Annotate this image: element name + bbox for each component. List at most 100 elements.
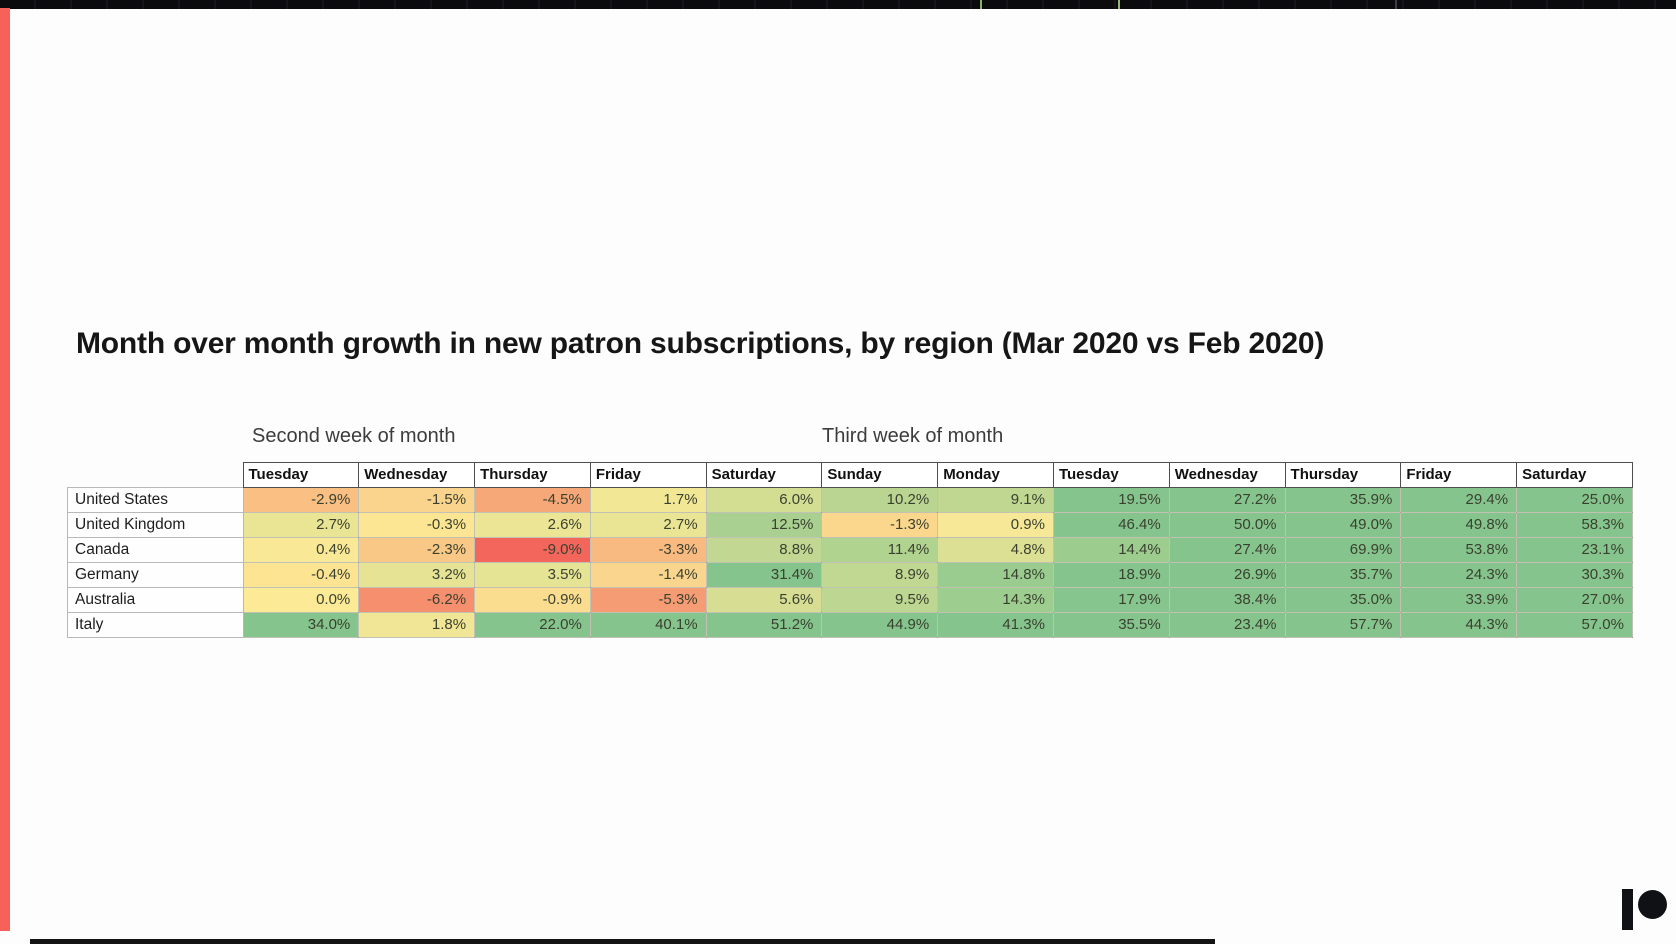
row-label: Italy <box>67 611 244 638</box>
filmstrip-tick <box>1395 0 1397 9</box>
heatmap-cell: 2.7% <box>242 511 360 538</box>
row-label: Australia <box>67 586 244 613</box>
heatmap-cell: 5.6% <box>705 586 823 613</box>
heatmap-cell: 0.0% <box>242 586 360 613</box>
col-header-tuesday: Tuesday <box>242 462 360 488</box>
table-row: Australia 0.0% -6.2% -0.9% -5.3% 5.6% 9.5% 14.3… <box>67 586 1633 613</box>
heatmap-cell: 35.5% <box>1052 611 1170 638</box>
heatmap-cell: 46.4% <box>1052 511 1170 538</box>
patreon-logo-circle <box>1638 890 1667 919</box>
table-row: Italy 34.0% 1.8% 22.0% 40.1% 51.2% 44.9% 41.3% 3… <box>67 611 1633 638</box>
heatmap-cell: 14.8% <box>937 561 1054 588</box>
heatmap-cell: 14.4% <box>1052 536 1170 563</box>
heatmap-cell: 8.8% <box>705 536 823 563</box>
heatmap-cell: 23.4% <box>1168 611 1286 638</box>
heatmap-cell: -2.3% <box>358 536 476 563</box>
week-group-label-second: Second week of month <box>252 425 456 447</box>
heatmap-cell: 6.0% <box>705 486 823 513</box>
heatmap-cell: 49.8% <box>1400 511 1518 538</box>
heatmap-cell: 44.9% <box>821 611 939 638</box>
heatmap-cell: 8.9% <box>821 561 939 588</box>
col-header-monday: Monday <box>937 462 1054 488</box>
heatmap-cell: 58.3% <box>1516 511 1633 538</box>
heatmap-cell: -5.3% <box>589 586 707 613</box>
heatmap-cell: 57.0% <box>1516 611 1633 638</box>
heatmap-cell: 10.2% <box>821 486 939 513</box>
col-header-thursday: Thursday <box>474 462 591 488</box>
red-accent-strip <box>0 8 10 931</box>
heatmap-cell: 1.8% <box>358 611 476 638</box>
filmstrip-tick <box>1118 0 1120 9</box>
heatmap-cell: 40.1% <box>589 611 707 638</box>
heatmap-cell: 57.7% <box>1284 611 1402 638</box>
heatmap-cell: 35.0% <box>1284 586 1402 613</box>
heatmap-cell: 19.5% <box>1052 486 1170 513</box>
heatmap-cell: -3.3% <box>589 536 707 563</box>
heatmap-cell: 17.9% <box>1052 586 1170 613</box>
heatmap-cell: 27.2% <box>1168 486 1286 513</box>
heatmap-cell: 26.9% <box>1168 561 1286 588</box>
patreon-logo-bar <box>1622 889 1633 930</box>
heatmap-cell: 53.8% <box>1400 536 1518 563</box>
heatmap-cell: 51.2% <box>705 611 823 638</box>
heatmap-cell: 9.5% <box>821 586 939 613</box>
heatmap-cell: 35.9% <box>1284 486 1402 513</box>
heatmap-cell: 29.4% <box>1400 486 1518 513</box>
heatmap-cell: 41.3% <box>937 611 1054 638</box>
heatmap-cell: 0.4% <box>242 536 360 563</box>
heatmap-cell: 33.9% <box>1400 586 1518 613</box>
heatmap-cell: 1.7% <box>589 486 707 513</box>
heatmap-cell: 3.5% <box>474 561 591 588</box>
row-label: United Kingdom <box>67 511 244 538</box>
heatmap-cell: 24.3% <box>1400 561 1518 588</box>
heatmap-cell: 14.3% <box>937 586 1054 613</box>
heatmap-cell: 12.5% <box>705 511 823 538</box>
heatmap-cell: -0.4% <box>242 561 360 588</box>
heatmap-table: Tuesday Wednesday Thursday Friday Saturday Su… <box>67 462 1633 638</box>
patreon-logo-icon <box>1622 889 1668 931</box>
week-group-label-third: Third week of month <box>822 425 1004 447</box>
header-row: Tuesday Wednesday Thursday Friday Saturday Su… <box>68 462 1633 488</box>
col-header-friday: Friday <box>589 462 707 488</box>
corner-cell <box>68 463 244 488</box>
heatmap-cell: 27.0% <box>1516 586 1633 613</box>
heatmap-cell: 49.0% <box>1284 511 1402 538</box>
heatmap-cell: 11.4% <box>821 536 939 563</box>
heatmap-cell: 22.0% <box>474 611 591 638</box>
row-label: Germany <box>67 561 244 588</box>
col-header-wednesday: Wednesday <box>358 462 476 488</box>
heatmap-cell: 34.0% <box>242 611 360 638</box>
heatmap-cell: -9.0% <box>474 536 591 563</box>
heatmap-cell: 27.4% <box>1168 536 1286 563</box>
heatmap-cell: 0.9% <box>937 511 1054 538</box>
col-header-saturday: Saturday <box>1516 462 1633 488</box>
col-header-tuesday: Tuesday <box>1052 462 1170 488</box>
col-header-thursday: Thursday <box>1284 462 1402 488</box>
heatmap-cell: -4.5% <box>474 486 591 513</box>
heatmap-cell: 18.9% <box>1052 561 1170 588</box>
table-row: United States -2.9% -1.5% -4.5% 1.7% 6.0% 10.2… <box>67 486 1633 513</box>
heatmap-cell: 23.1% <box>1516 536 1633 563</box>
heatmap-cell: 44.3% <box>1400 611 1518 638</box>
heatmap-cell: -1.4% <box>589 561 707 588</box>
video-filmstrip-bar <box>0 0 1676 9</box>
row-label: Canada <box>67 536 244 563</box>
heatmap-cell: 25.0% <box>1516 486 1633 513</box>
col-header-sunday: Sunday <box>821 462 939 488</box>
heatmap-cell: -0.3% <box>358 511 476 538</box>
heatmap-cell: 4.8% <box>937 536 1054 563</box>
heatmap-cell: 38.4% <box>1168 586 1286 613</box>
col-header-friday: Friday <box>1400 462 1518 488</box>
col-header-saturday: Saturday <box>705 462 823 488</box>
heatmap-cell: 50.0% <box>1168 511 1286 538</box>
table-row: United Kingdom 2.7% -0.3% 2.6% 2.7% 12.5% -1.3… <box>67 511 1633 538</box>
heatmap-cell: 2.6% <box>474 511 591 538</box>
table-row: Germany -0.4% 3.2% 3.5% -1.4% 31.4% 8.9% 14.8% 1… <box>67 561 1633 588</box>
heatmap-cell: -6.2% <box>358 586 476 613</box>
filmstrip-tick <box>980 0 982 9</box>
heatmap-cell: -0.9% <box>474 586 591 613</box>
heatmap-cell: -2.9% <box>242 486 360 513</box>
heatmap-cell: 35.7% <box>1284 561 1402 588</box>
col-header-wednesday: Wednesday <box>1168 462 1286 488</box>
heatmap-cell: 69.9% <box>1284 536 1402 563</box>
